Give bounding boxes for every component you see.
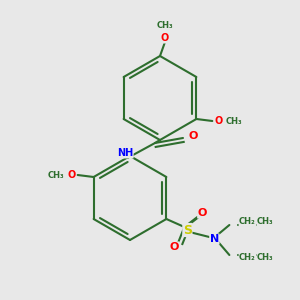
Text: CH₃: CH₃ bbox=[47, 170, 64, 179]
Text: O: O bbox=[188, 131, 198, 141]
Text: CH₃: CH₃ bbox=[257, 218, 274, 226]
Text: NH: NH bbox=[117, 148, 133, 158]
Text: O: O bbox=[198, 208, 207, 218]
Text: O: O bbox=[214, 116, 223, 126]
Text: O: O bbox=[68, 170, 76, 180]
Text: CH₃: CH₃ bbox=[257, 254, 274, 262]
Text: O: O bbox=[170, 242, 179, 252]
Text: O: O bbox=[161, 33, 169, 43]
Text: S: S bbox=[183, 224, 192, 236]
Text: CH₂: CH₂ bbox=[239, 254, 256, 262]
Text: CH₃: CH₃ bbox=[226, 116, 243, 125]
Text: N: N bbox=[210, 234, 219, 244]
Text: CH₃: CH₃ bbox=[157, 22, 173, 31]
Text: CH₂: CH₂ bbox=[239, 218, 256, 226]
